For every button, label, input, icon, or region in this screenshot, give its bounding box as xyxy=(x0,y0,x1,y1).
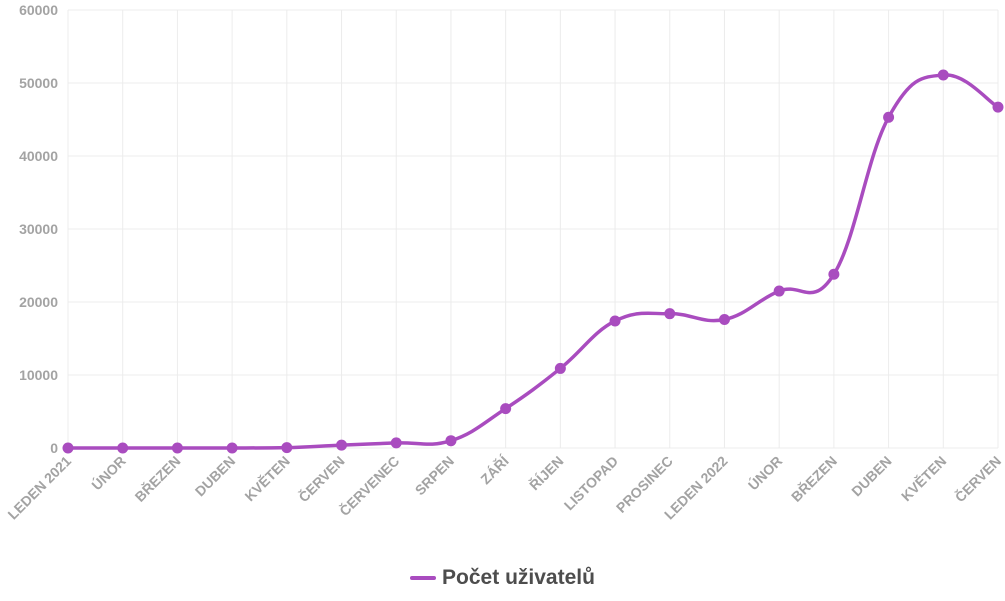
y-tick-label: 60000 xyxy=(19,2,58,18)
x-tick-label: SRPEN xyxy=(412,453,457,498)
data-point[interactable] xyxy=(664,308,676,320)
y-tick-label: 40000 xyxy=(19,148,58,164)
data-point[interactable] xyxy=(500,403,512,415)
x-tick-label: BŘEZEN xyxy=(787,452,840,505)
data-point[interactable] xyxy=(609,315,621,327)
x-tick-label: ČERVEN xyxy=(951,452,1004,505)
x-tick-label: ZÁŘÍ xyxy=(477,451,513,487)
x-tick-label: ČERVEN xyxy=(295,452,348,505)
data-point[interactable] xyxy=(171,442,183,454)
series-line xyxy=(66,73,1000,450)
data-point[interactable] xyxy=(281,442,293,454)
data-point[interactable] xyxy=(883,111,895,123)
line-chart: 0 10000 20000 30000 40000 50000 60000 LEDEN 20… xyxy=(4,2,1004,522)
x-tick-label: BŘEZEN xyxy=(131,452,184,505)
legend-swatch xyxy=(410,576,437,580)
legend-label: Počet uživatelů xyxy=(442,566,595,589)
data-point[interactable] xyxy=(828,268,840,280)
data-point[interactable] xyxy=(554,362,566,374)
x-axis: LEDEN 2021 ÚNOR BŘEZEN DUBEN KVĚTEN ČERVENČER… xyxy=(4,451,1004,522)
y-tick-label: 30000 xyxy=(19,221,58,237)
legend[interactable]: Počet uživatelů xyxy=(0,566,1005,590)
x-tick-label: DUBEN xyxy=(848,453,895,500)
x-tick-label: KVĚTEN xyxy=(897,452,949,504)
x-tick-label: ŘÍJEN xyxy=(525,452,566,493)
data-point[interactable] xyxy=(336,439,348,451)
grid xyxy=(67,9,999,449)
x-tick-label: KVĚTEN xyxy=(241,452,293,504)
data-point[interactable] xyxy=(992,101,1004,113)
data-point[interactable] xyxy=(226,442,238,454)
x-tick-label: ÚNOR xyxy=(744,452,785,493)
data-point[interactable] xyxy=(445,435,457,447)
data-point[interactable] xyxy=(773,285,785,297)
x-tick-label: LEDEN 2021 xyxy=(4,453,74,523)
data-point[interactable] xyxy=(718,314,730,326)
y-tick-label: 0 xyxy=(50,440,58,456)
y-tick-label: 50000 xyxy=(19,75,58,91)
x-tick-label: DUBEN xyxy=(192,453,239,500)
y-axis: 0 10000 20000 30000 40000 50000 60000 xyxy=(19,2,58,456)
data-point[interactable] xyxy=(62,442,74,454)
data-point[interactable] xyxy=(937,69,949,81)
data-point[interactable] xyxy=(390,437,402,449)
data-point[interactable] xyxy=(117,442,129,454)
series-layer xyxy=(62,69,1004,454)
y-tick-label: 10000 xyxy=(19,367,58,383)
y-tick-label: 20000 xyxy=(19,294,58,310)
x-tick-label: ÚNOR xyxy=(88,452,129,493)
